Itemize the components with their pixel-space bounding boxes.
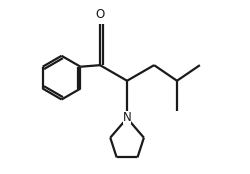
Text: N: N <box>123 111 132 124</box>
Text: O: O <box>96 9 105 22</box>
